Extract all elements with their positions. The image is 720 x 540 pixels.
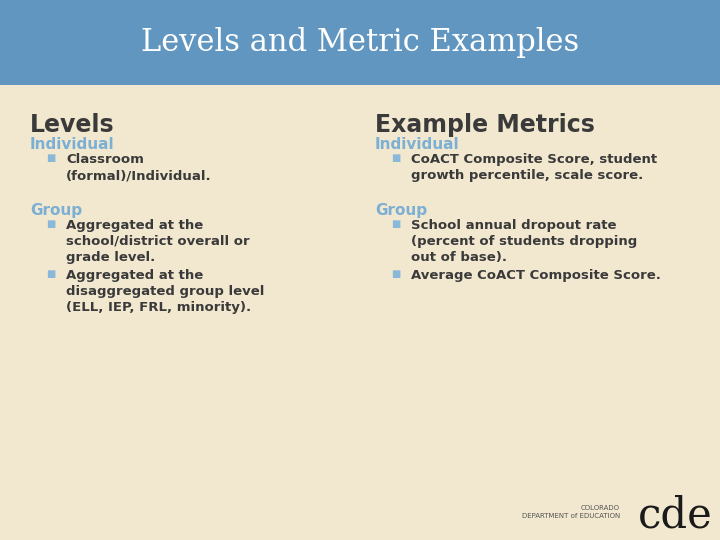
- Text: cde: cde: [638, 495, 712, 537]
- Text: ■: ■: [391, 153, 400, 163]
- Text: Aggregated at the
disaggregated group level
(ELL, IEP, FRL, minority).: Aggregated at the disaggregated group le…: [66, 269, 264, 314]
- Text: Group: Group: [375, 202, 427, 218]
- FancyBboxPatch shape: [0, 0, 720, 85]
- Text: Individual: Individual: [375, 137, 459, 152]
- Text: ■: ■: [46, 219, 55, 229]
- Text: Classroom
(formal)/Individual.: Classroom (formal)/Individual.: [66, 153, 212, 183]
- Text: ■: ■: [391, 219, 400, 229]
- Text: Example Metrics: Example Metrics: [375, 113, 595, 137]
- Text: ■: ■: [46, 153, 55, 163]
- Text: Levels and Metric Examples: Levels and Metric Examples: [141, 27, 579, 58]
- Text: Average CoACT Composite Score.: Average CoACT Composite Score.: [411, 269, 661, 282]
- Text: Aggregated at the
school/district overall or
grade level.: Aggregated at the school/district overal…: [66, 219, 250, 264]
- Text: School annual dropout rate
(percent of students dropping
out of base).: School annual dropout rate (percent of s…: [411, 219, 637, 264]
- Text: Individual: Individual: [30, 137, 114, 152]
- Text: Group: Group: [30, 202, 82, 218]
- Text: Levels: Levels: [30, 113, 114, 137]
- Text: ■: ■: [46, 269, 55, 279]
- Text: ■: ■: [391, 269, 400, 279]
- Text: CoACT Composite Score, student
growth percentile, scale score.: CoACT Composite Score, student growth pe…: [411, 153, 657, 183]
- Text: COLORADO
DEPARTMENT of EDUCATION: COLORADO DEPARTMENT of EDUCATION: [522, 505, 620, 519]
